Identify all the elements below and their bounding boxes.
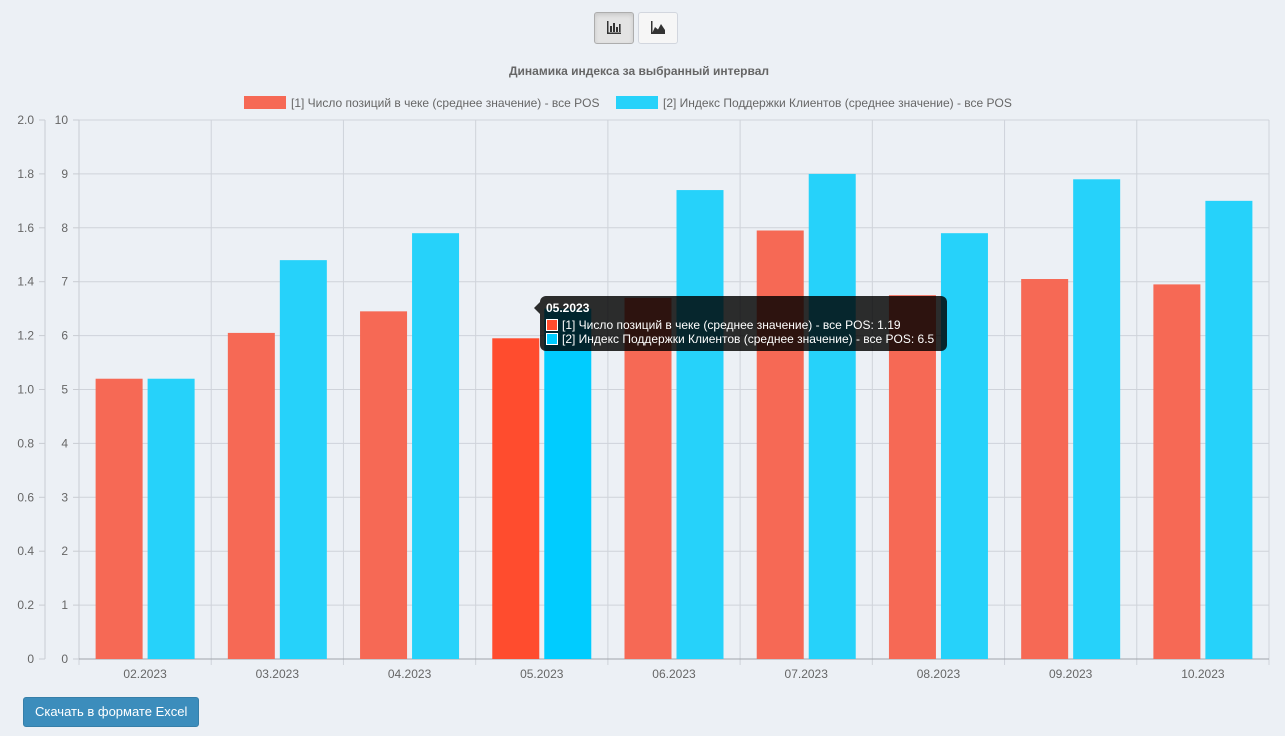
legend-swatch-series-2 xyxy=(616,96,658,109)
y-left-tick-label: 0.6 xyxy=(17,490,34,504)
bar-series-2 xyxy=(808,173,856,659)
area-chart-button[interactable] xyxy=(638,12,678,44)
legend-swatch-series-1 xyxy=(244,96,286,109)
tooltip-caret xyxy=(534,302,540,314)
bar-series-1 xyxy=(624,297,672,659)
download-excel-button[interactable]: Скачать в формате Excel xyxy=(23,697,200,727)
x-tick-label: 03.2023 xyxy=(256,667,300,681)
y-right-tick-label: 7 xyxy=(61,275,68,289)
y-left-tick-label: 0.4 xyxy=(17,544,34,558)
y-left-tick-label: 1.2 xyxy=(17,329,34,343)
y-left-tick-label: 0 xyxy=(27,652,34,666)
y-left-tick-label: 1.6 xyxy=(17,221,34,235)
x-tick-label: 10.2023 xyxy=(1181,667,1225,681)
y-right-tick-label: 2 xyxy=(61,544,68,558)
tooltip-swatch-series-1 xyxy=(546,319,558,331)
y-right-tick-label: 3 xyxy=(61,490,68,504)
chart-title: Динамика индекса за выбранный интервал xyxy=(509,64,769,78)
y-left-tick-label: 1.0 xyxy=(17,383,34,397)
bar-series-1 xyxy=(1021,279,1069,659)
bar-chart-button[interactable] xyxy=(594,12,634,44)
x-tick-label: 08.2023 xyxy=(917,667,961,681)
y-left-tick-label: 2.0 xyxy=(17,113,34,127)
area-chart-icon xyxy=(651,21,665,34)
tooltip-row-series-1: [1] Число позиций в чеке (среднее значен… xyxy=(546,318,941,332)
bar-series-2 xyxy=(412,233,460,659)
chart-tooltip: 05.2023 [1] Число позиций в чеке (средне… xyxy=(534,296,947,351)
legend-label-series-1: [1] Число позиций в чеке (среднее значен… xyxy=(291,96,600,110)
chart-type-toolbar xyxy=(594,12,678,44)
y-right-tick-label: 6 xyxy=(61,329,68,343)
bar-series-2 xyxy=(1205,200,1253,659)
x-tick-label: 02.2023 xyxy=(123,667,167,681)
bar-chart-icon xyxy=(607,21,621,34)
bar-series-1 xyxy=(756,230,804,659)
y-right-tick-label: 0 xyxy=(61,652,68,666)
x-tick-label: 09.2023 xyxy=(1049,667,1093,681)
tooltip-row-series-2: [2] Индекс Поддержки Клиентов (среднее з… xyxy=(546,332,941,346)
y-left-tick-label: 0.2 xyxy=(17,598,34,612)
x-tick-label: 04.2023 xyxy=(388,667,432,681)
bar-series-2 xyxy=(147,378,195,659)
bar-series-1 xyxy=(888,295,936,659)
y-right-tick-label: 9 xyxy=(61,167,68,181)
y-right-tick-label: 10 xyxy=(55,113,69,127)
y-left-tick-label: 1.4 xyxy=(17,275,34,289)
bar-series-1 xyxy=(1153,284,1201,659)
index-bar-chart: Динамика индекса за выбранный интервал [1… xyxy=(17,64,1270,681)
bar-series-1 xyxy=(492,338,540,659)
bar-series-1 xyxy=(227,332,275,659)
tooltip-text-series-1: [1] Число позиций в чеке (среднее значен… xyxy=(562,318,901,332)
bar-series-1 xyxy=(95,378,143,659)
bar-series-2 xyxy=(940,233,988,659)
y-right-tick-label: 4 xyxy=(61,436,68,450)
bar-series-2 xyxy=(544,308,592,659)
legend-label-series-2: [2] Индекс Поддержки Клиентов (среднее з… xyxy=(663,96,1012,110)
x-tick-label: 05.2023 xyxy=(520,667,564,681)
bar-series-2 xyxy=(676,190,724,659)
tooltip-text-series-2: [2] Индекс Поддержки Клиентов (среднее з… xyxy=(562,332,935,346)
y-right-tick-label: 8 xyxy=(61,221,68,235)
bar-series-2 xyxy=(1073,179,1121,660)
y-right-tick-label: 5 xyxy=(61,383,68,397)
bar-series-1 xyxy=(360,311,408,659)
x-tick-label: 06.2023 xyxy=(652,667,696,681)
x-tick-label: 07.2023 xyxy=(785,667,829,681)
tooltip-swatch-series-2 xyxy=(546,333,558,345)
bar-series-2 xyxy=(279,260,327,659)
tooltip-title: 05.2023 xyxy=(546,301,590,315)
y-right-tick-label: 1 xyxy=(61,598,68,612)
y-left-tick-label: 1.8 xyxy=(17,167,34,181)
y-left-tick-label: 0.8 xyxy=(17,436,34,450)
